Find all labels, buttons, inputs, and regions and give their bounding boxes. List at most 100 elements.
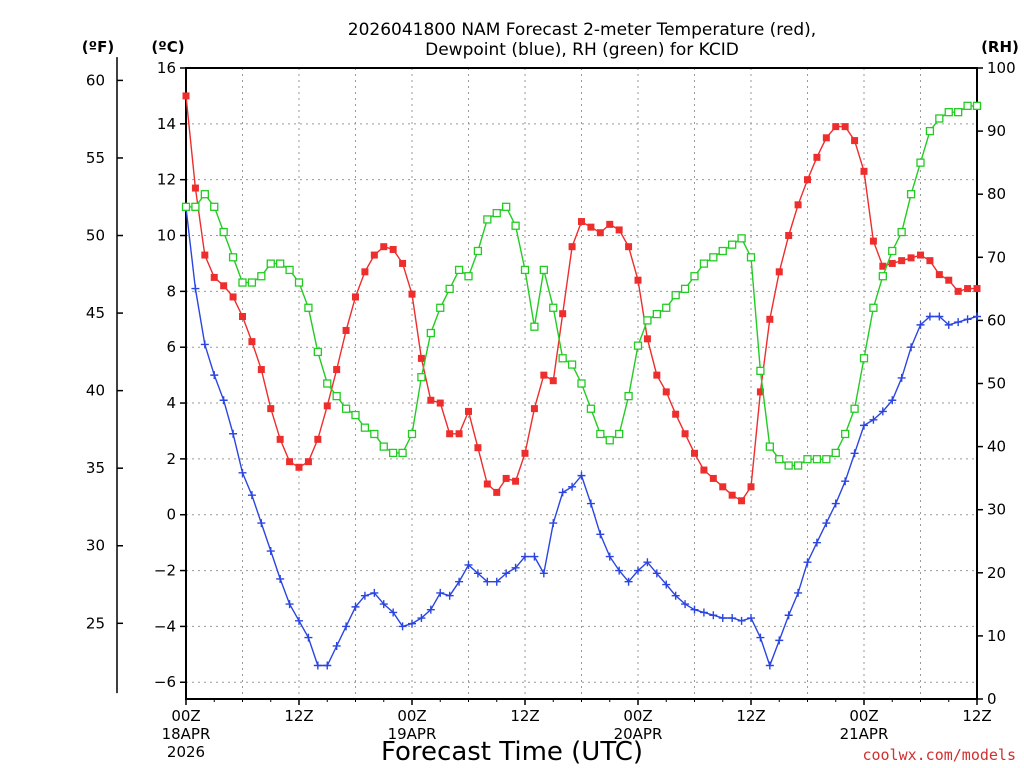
rh-point <box>426 328 435 338</box>
temperature-point <box>333 366 341 374</box>
dewpoint-point <box>765 661 774 670</box>
rh-point <box>577 379 586 388</box>
rh-point <box>897 227 906 237</box>
temperature-point <box>728 491 736 499</box>
rh-unit-label: (RH) <box>981 38 1019 56</box>
dewpoint-point <box>860 421 868 430</box>
temperature-point <box>832 123 840 131</box>
x-tick-label: 00Z <box>623 707 652 725</box>
temperature-point <box>267 405 275 413</box>
rh-point <box>718 246 727 256</box>
fahrenheit-tick-label: 40 <box>86 382 105 400</box>
dewpoint-point <box>379 600 388 609</box>
rh-tick-label: 90 <box>987 122 1006 140</box>
dewpoint-point <box>624 577 633 586</box>
rh-point <box>436 303 445 312</box>
rh-point <box>219 227 228 237</box>
dewpoint-point <box>238 468 247 477</box>
temperature-point <box>578 218 585 226</box>
rh-point <box>276 259 285 268</box>
fahrenheit-tick-label: 30 <box>86 537 105 555</box>
chart-title: 2026041800 NAM Forecast 2-meter Temperat… <box>348 20 816 40</box>
rh-point <box>671 291 680 300</box>
rh-point <box>615 429 624 439</box>
rh-tick-label: 10 <box>987 627 1006 645</box>
x-tick-label: 00Z <box>171 707 200 725</box>
temperature-point <box>182 92 190 100</box>
temperature-point <box>323 402 331 410</box>
temperature-point <box>483 480 491 488</box>
rh-point <box>935 114 944 123</box>
temperature-point <box>361 268 369 276</box>
dewpoint-point <box>539 569 548 578</box>
rh-point <box>963 101 972 111</box>
temperature-point <box>869 237 877 245</box>
rh-point <box>690 272 699 281</box>
dewpoint-point <box>295 616 303 625</box>
dewpoint-point <box>276 574 285 583</box>
temperature-point <box>747 483 755 491</box>
celsius-tick-label: 4 <box>166 394 176 412</box>
dewpoint-point <box>200 340 209 349</box>
rh-point <box>445 284 454 294</box>
rh-tick-label: 0 <box>987 690 997 708</box>
temperature-point <box>257 366 265 374</box>
rh-point <box>605 436 614 445</box>
rh-point <box>483 215 492 224</box>
fahrenheit-tick-label: 45 <box>86 304 105 322</box>
temperature-point <box>191 184 199 192</box>
temperature-point <box>427 396 435 404</box>
dewpoint-point <box>878 407 887 416</box>
rh-point <box>859 354 869 363</box>
rh-point <box>520 265 530 275</box>
temperature-point <box>804 176 811 184</box>
rh-point <box>304 303 313 312</box>
rh-point <box>793 461 803 470</box>
dewpoint-point <box>360 591 369 600</box>
celsius-unit-label: (ºC) <box>151 38 184 56</box>
temperature-point <box>474 444 482 452</box>
dewpoint-point <box>784 611 793 620</box>
fahrenheit-tick-label: 25 <box>86 614 105 632</box>
rh-point <box>596 429 605 439</box>
dewpoint-point <box>502 569 511 578</box>
dewpoint-point <box>549 519 558 528</box>
rh-point <box>954 108 963 117</box>
dewpoint-point <box>652 569 661 578</box>
dewpoint-point <box>304 633 313 642</box>
rh-tick-label: 20 <box>987 564 1006 582</box>
rh-point <box>709 253 718 262</box>
temperature-point <box>615 226 623 234</box>
rh-point <box>210 202 219 211</box>
rh-point <box>878 272 887 281</box>
rh-point <box>379 442 388 451</box>
rh-point <box>417 373 426 382</box>
rh-point <box>332 391 341 401</box>
temperature-point <box>408 290 416 298</box>
dewpoint-point <box>445 591 454 600</box>
rh-point <box>680 284 690 294</box>
rh-point <box>586 404 596 413</box>
temperature-point <box>455 430 463 438</box>
rh-point <box>558 354 567 363</box>
rh-point <box>812 455 822 464</box>
dewpoint-point <box>229 429 238 438</box>
dewpoint-point <box>408 619 416 628</box>
temperature-point <box>248 338 256 346</box>
rh-tick-label: 70 <box>987 248 1006 266</box>
temperature-point <box>841 123 849 131</box>
temperature-point <box>681 430 689 438</box>
dewpoint-point <box>954 318 963 327</box>
dewpoint-point <box>671 591 680 600</box>
rh-tick-label: 60 <box>987 311 1006 329</box>
rh-point <box>191 202 200 211</box>
temperature-point <box>643 335 651 343</box>
rh-point <box>831 448 840 458</box>
dewpoint-point <box>266 547 275 556</box>
celsius-tick-label: 6 <box>166 338 176 356</box>
celsius-tick-label: 2 <box>166 450 176 468</box>
credit-text: coolwx.com/models <box>862 746 1016 764</box>
dewpoint-point <box>313 661 322 670</box>
temperature-point <box>530 405 538 413</box>
x-date-label: 19APR <box>388 725 437 743</box>
